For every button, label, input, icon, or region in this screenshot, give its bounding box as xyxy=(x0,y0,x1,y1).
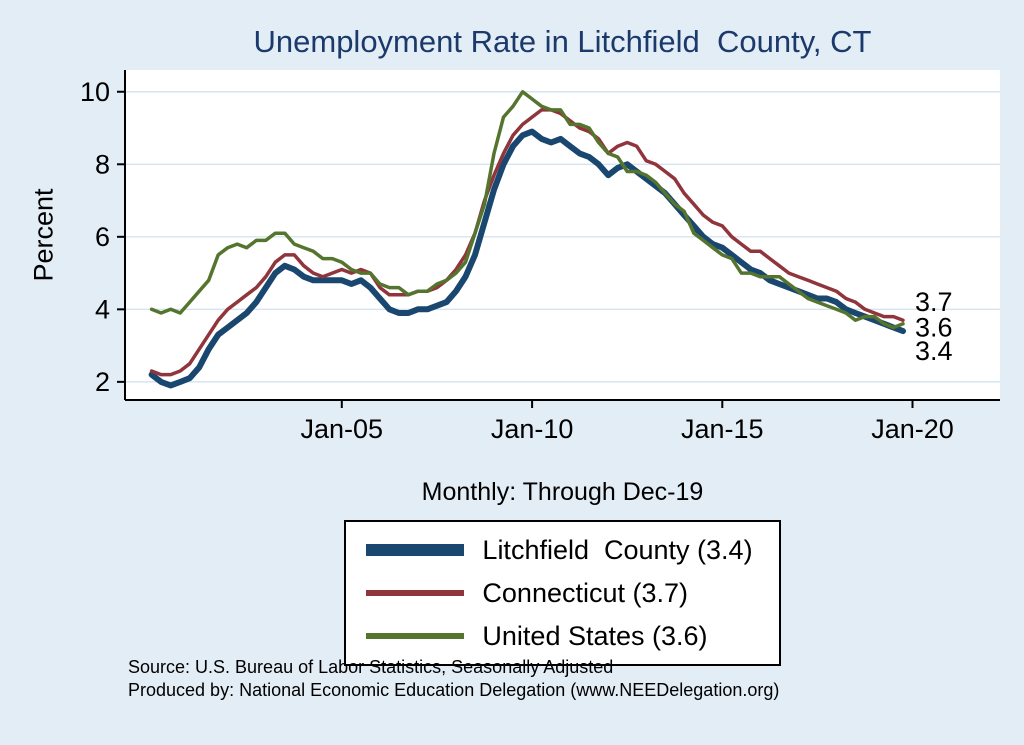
legend-row: Connecticut (3.7) xyxy=(366,577,752,609)
y-tick-label: 6 xyxy=(95,222,110,252)
y-axis-label: Percent xyxy=(28,188,59,282)
x-tick-label: Jan-20 xyxy=(871,414,954,444)
chart-notes: Source: U.S. Bureau of Labor Statistics,… xyxy=(128,656,779,702)
end-value-label: 3.7 xyxy=(915,287,953,317)
series-line-connecticut-3-7 xyxy=(149,108,905,377)
x-tick-label: Jan-05 xyxy=(301,414,384,444)
legend-label: United States (3.6) xyxy=(482,621,708,651)
legend-row: Litchfield County (3.4) xyxy=(366,534,753,566)
series-line-litchfield-county-3-4 xyxy=(148,128,906,389)
end-value-label: 3.6 xyxy=(915,313,953,343)
legend-row: United States (3.6) xyxy=(366,620,752,652)
y-tick-label: 4 xyxy=(95,294,110,324)
series-line-united-states-3-6 xyxy=(149,90,905,330)
end-value-label: 3.4 xyxy=(915,336,953,366)
chart-title: Unemployment Rate in Litchfield County, … xyxy=(253,24,872,59)
plot-background xyxy=(125,70,1000,400)
legend-label: Connecticut (3.7) xyxy=(482,578,689,608)
legend-line-swatch xyxy=(366,590,465,596)
chart-subtitle: Monthly: Through Dec-19 xyxy=(421,478,704,506)
legend-label: Litchfield County (3.4) xyxy=(482,535,753,565)
y-tick-label: 2 xyxy=(95,367,110,397)
legend-line-swatch xyxy=(366,633,465,639)
x-tick-label: Jan-10 xyxy=(491,414,574,444)
legend-box: Litchfield County (3.4) Connecticut (3.7)… xyxy=(344,520,781,666)
source-note: Source: U.S. Bureau of Labor Statistics,… xyxy=(128,657,614,677)
produced-by-note: Produced by: National Economic Education… xyxy=(128,680,780,700)
plot-area: 2 4 6 8 10 Jan-05 Jan-10 Jan-15 Jan-20 3.73.63.4 xyxy=(80,70,1000,444)
y-tick-label: 10 xyxy=(80,77,110,107)
legend: Litchfield County (3.4) Connecticut (3.7)… xyxy=(125,520,1000,666)
y-tick-label: 8 xyxy=(95,149,110,179)
x-tick-label: Jan-15 xyxy=(681,414,764,444)
legend-line-swatch xyxy=(366,544,465,556)
